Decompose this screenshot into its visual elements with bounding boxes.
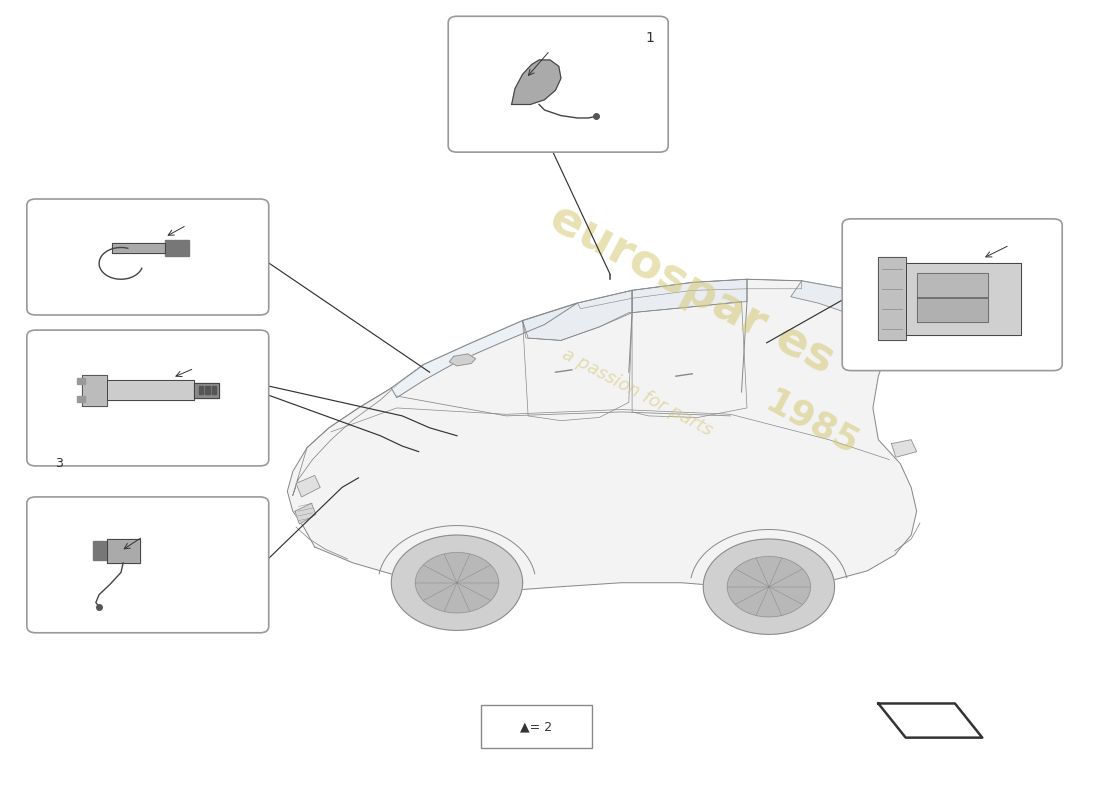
Polygon shape [512,60,561,105]
Polygon shape [392,535,522,630]
Polygon shape [195,382,220,398]
Polygon shape [295,503,316,524]
Polygon shape [92,542,107,561]
Polygon shape [522,290,632,341]
Polygon shape [878,257,905,341]
Polygon shape [287,279,916,590]
Polygon shape [77,396,85,402]
Text: ▲= 2: ▲= 2 [520,720,552,733]
FancyBboxPatch shape [26,497,268,633]
FancyBboxPatch shape [26,199,268,315]
FancyBboxPatch shape [481,705,592,748]
Text: 1985: 1985 [760,386,865,462]
Polygon shape [878,703,982,738]
FancyBboxPatch shape [843,219,1063,370]
Polygon shape [199,386,204,394]
Text: 3: 3 [55,457,63,470]
Polygon shape [296,475,320,497]
Text: 1: 1 [646,31,654,46]
Polygon shape [416,553,498,613]
Polygon shape [916,298,988,322]
Polygon shape [112,242,165,253]
Polygon shape [916,273,988,297]
Polygon shape [392,303,578,398]
Polygon shape [703,539,835,634]
Text: eurospar es: eurospar es [542,195,843,382]
Polygon shape [107,539,140,563]
Polygon shape [727,557,811,617]
Text: a passion for parts: a passion for parts [559,345,716,439]
Polygon shape [212,386,217,394]
Polygon shape [77,378,85,384]
FancyBboxPatch shape [26,330,268,466]
Polygon shape [632,279,747,313]
Polygon shape [81,374,107,406]
Polygon shape [905,263,1021,335]
Polygon shape [165,239,189,256]
Polygon shape [107,380,195,400]
Polygon shape [206,386,210,394]
Polygon shape [891,440,916,457]
Polygon shape [791,281,889,324]
Polygon shape [449,354,475,366]
FancyBboxPatch shape [448,16,668,152]
